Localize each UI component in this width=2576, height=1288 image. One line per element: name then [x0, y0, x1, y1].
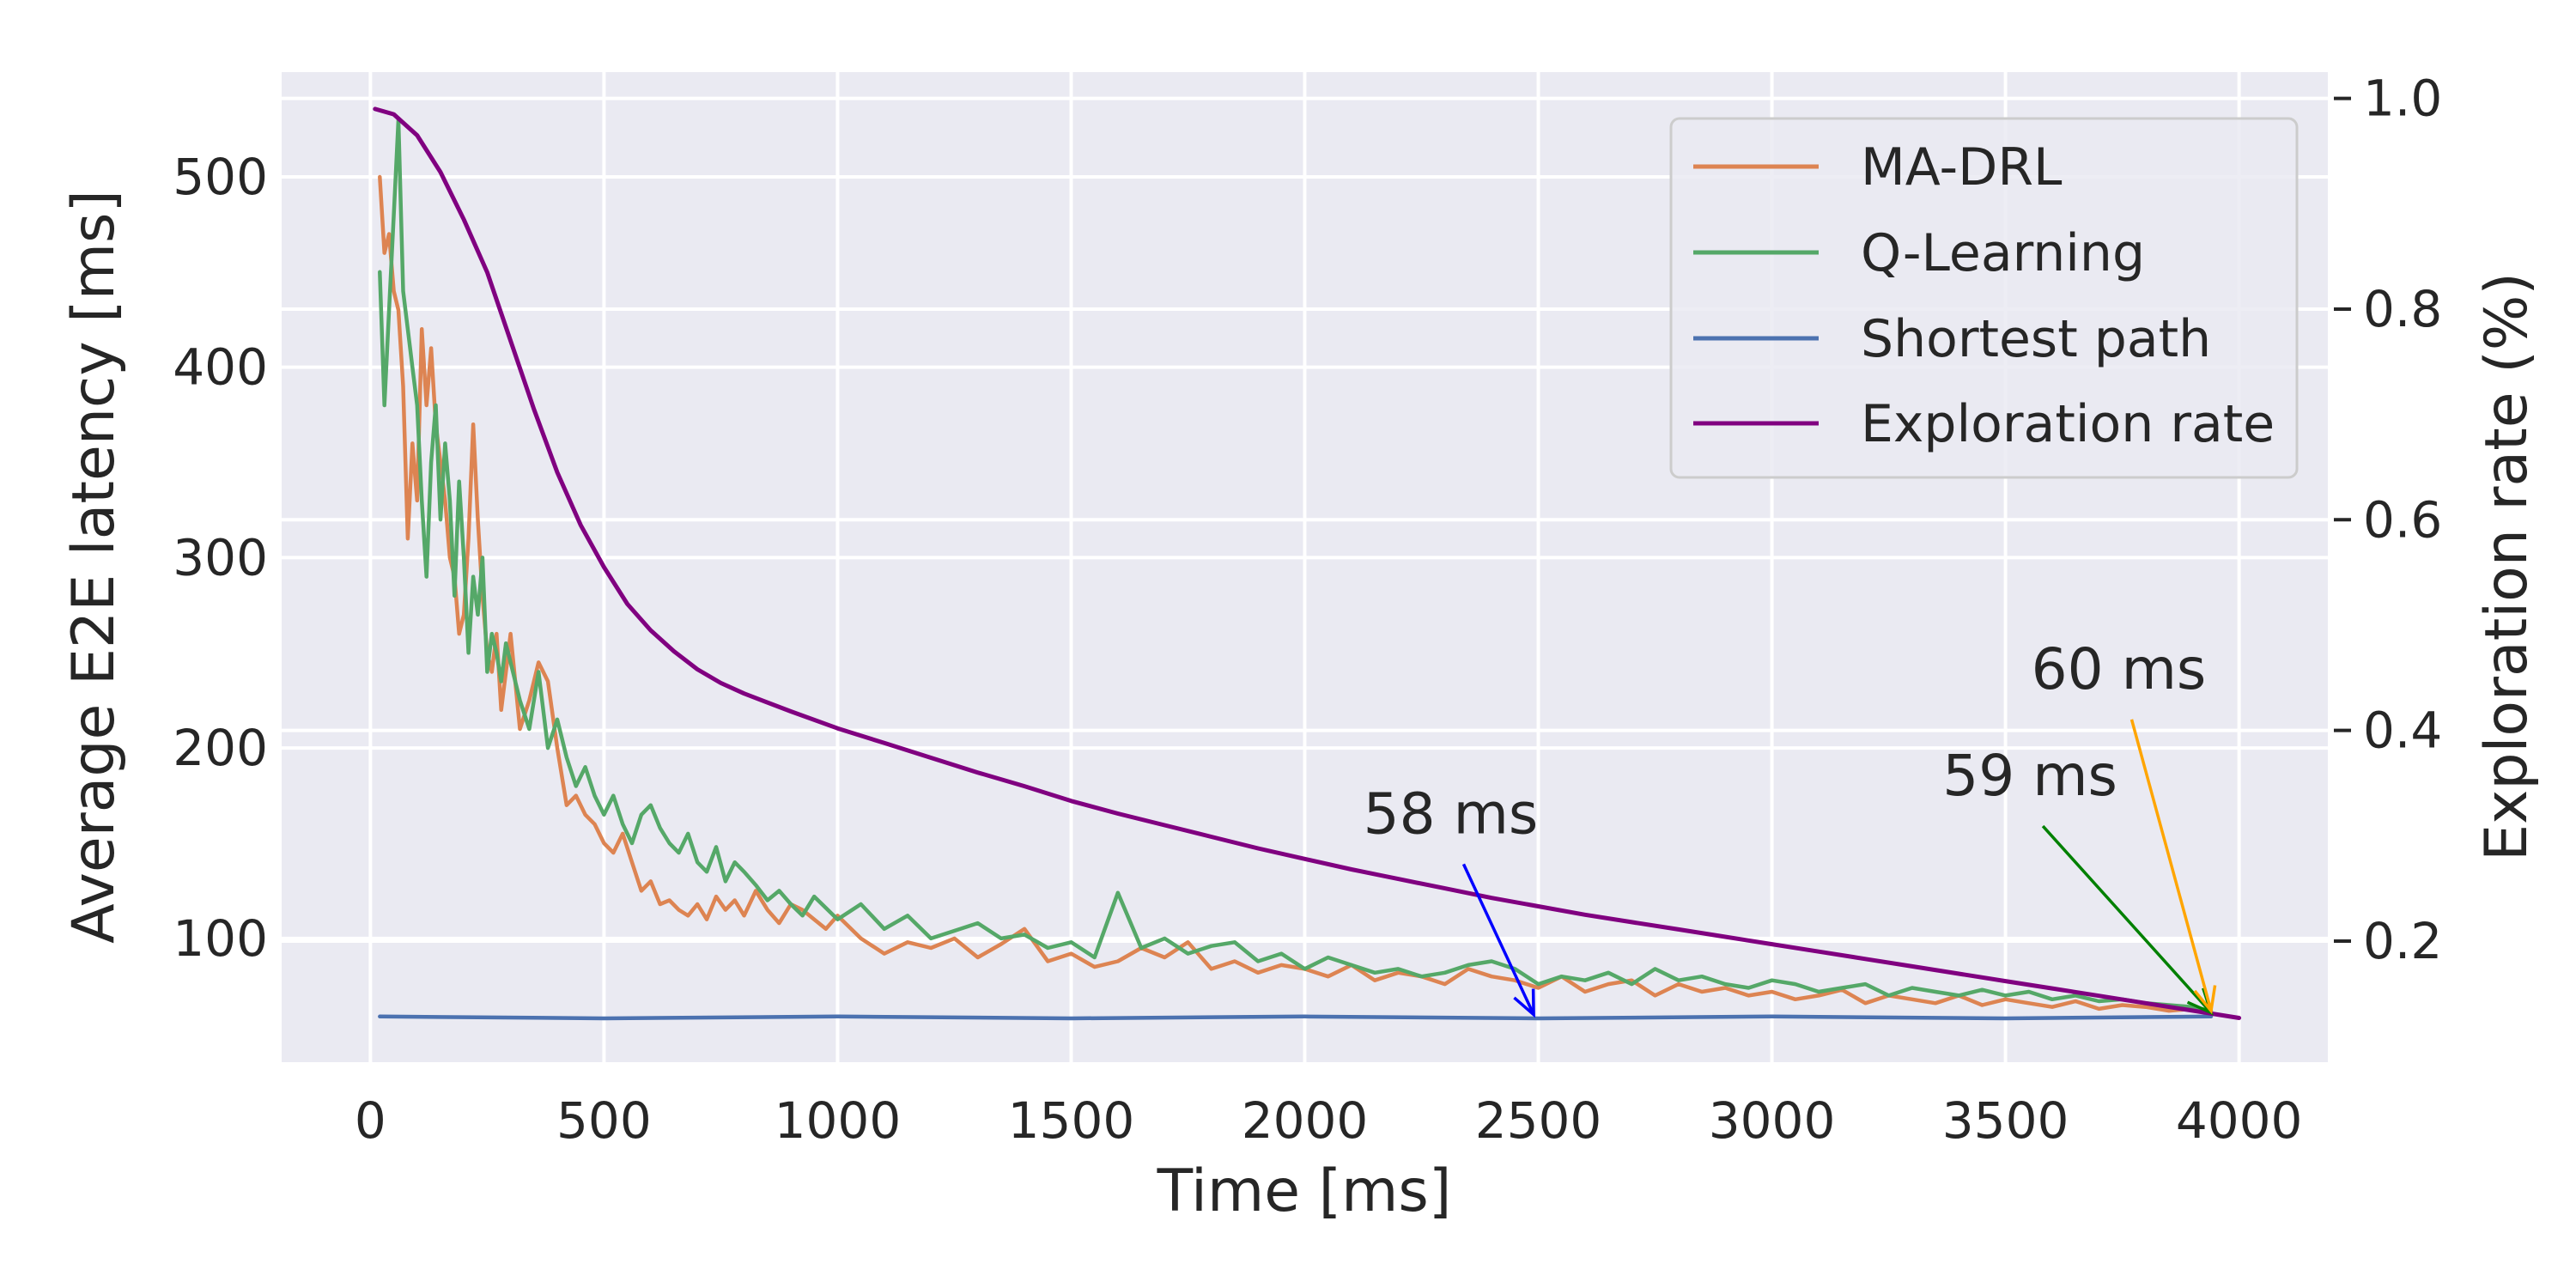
- legend-entry: Shortest path: [1693, 309, 2211, 369]
- annotation-arrowhead: [1513, 988, 1535, 1018]
- annotation-layer: 58 ms 59 ms 60 ms: [1364, 636, 2217, 1018]
- x-tick-label: 1500: [1008, 1091, 1135, 1150]
- annotation-arrow: [2041, 824, 2213, 1014]
- series-line-shortest-path: [378, 1014, 2214, 1021]
- legend-label: MA-DRL: [1861, 137, 2063, 197]
- x-tick-label: 3000: [1709, 1091, 1836, 1150]
- tick-layer: 0 500 1000 1500 2000 2500 3000 3500 4000 100 200 30…: [173, 70, 2442, 1150]
- x-tick-label: 2000: [1242, 1091, 1369, 1150]
- legend-label: Q-Learning: [1861, 223, 2145, 283]
- y-tick-label: 200: [173, 719, 268, 777]
- series-layer: [373, 106, 2242, 1021]
- legend-label: Exploration rate: [1861, 394, 2275, 454]
- y2-tick-label: 1.0: [2363, 70, 2442, 128]
- x-tick-label: 4000: [2176, 1091, 2303, 1150]
- x-tick-label: 500: [556, 1091, 652, 1150]
- y2-axis-label: Exploration rate (%): [2473, 272, 2541, 861]
- series-line-q-learning: [378, 118, 2214, 1013]
- legend-box: [1669, 117, 2299, 479]
- y2-tick-label: 0.6: [2363, 490, 2442, 549]
- legend: MA-DRL Q-Learning Shortest path Explorat…: [1669, 117, 2299, 479]
- annotation-arrow: [2129, 719, 2213, 1012]
- y2-tick-label: 0.2: [2363, 912, 2442, 970]
- x-tick-label: 2500: [1475, 1091, 1602, 1150]
- x-tick-label: 3500: [1942, 1091, 2069, 1150]
- series-line-exploration-rate: [373, 106, 2242, 1020]
- y-tick-label: 100: [173, 909, 268, 968]
- series-line-ma-drl: [378, 174, 2214, 1015]
- x-tick-label: 1000: [775, 1091, 902, 1150]
- x-axis-label: Time [ms]: [1157, 1157, 1452, 1225]
- x-tick-label: 0: [355, 1091, 386, 1150]
- y2-tick-label: 0.4: [2363, 702, 2442, 760]
- annotation-arrow: [1461, 863, 1535, 1016]
- annotation-label: 58 ms: [1364, 781, 1539, 847]
- y2-tick-label: 0.8: [2363, 280, 2442, 338]
- legend-entry: Q-Learning: [1693, 223, 2145, 283]
- y-axis-label: Average E2E latency [ms]: [60, 190, 128, 944]
- annotation-arrowhead: [2193, 985, 2217, 1015]
- y-tick-label: 500: [173, 148, 268, 206]
- y-tick-label: 300: [173, 528, 268, 586]
- y-tick-label: 400: [173, 338, 268, 397]
- annotation-label: 60 ms: [2032, 636, 2207, 702]
- legend-label: Shortest path: [1861, 309, 2211, 369]
- legend-entry: Exploration rate: [1693, 394, 2275, 454]
- legend-entry: MA-DRL: [1693, 137, 2063, 197]
- annotation-label: 59 ms: [1942, 743, 2117, 809]
